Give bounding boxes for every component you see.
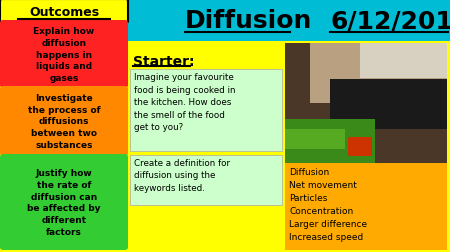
Text: 6/12/2016: 6/12/2016: [330, 9, 450, 33]
Text: Explain how
diffusion
happens in
liquids and
gases: Explain how diffusion happens in liquids…: [33, 27, 94, 83]
Text: Create a definition for
diffusion using the
keywords listed.: Create a definition for diffusion using …: [134, 158, 230, 192]
FancyBboxPatch shape: [285, 44, 447, 163]
Text: Imagine your favourite
food is being cooked in
the kitchen. How does
the smell o: Imagine your favourite food is being coo…: [134, 73, 235, 132]
FancyBboxPatch shape: [128, 0, 450, 42]
FancyBboxPatch shape: [130, 70, 282, 151]
FancyBboxPatch shape: [285, 119, 375, 163]
Text: Particles: Particles: [289, 193, 328, 202]
Text: Investigate
the process of
diffusions
between two
substances: Investigate the process of diffusions be…: [28, 93, 100, 149]
Text: Concentration: Concentration: [289, 206, 353, 215]
FancyBboxPatch shape: [348, 137, 372, 156]
FancyBboxPatch shape: [360, 44, 447, 79]
FancyBboxPatch shape: [285, 163, 447, 250]
Text: Outcomes: Outcomes: [29, 6, 99, 18]
Text: Diffusion: Diffusion: [185, 9, 312, 33]
Text: Larger difference: Larger difference: [289, 219, 367, 228]
FancyBboxPatch shape: [0, 87, 128, 156]
FancyBboxPatch shape: [0, 154, 128, 250]
Text: Starter:: Starter:: [133, 55, 194, 69]
Text: Increased speed: Increased speed: [289, 232, 363, 241]
Text: Diffusion: Diffusion: [289, 167, 329, 176]
FancyBboxPatch shape: [130, 155, 282, 205]
Text: Net movement: Net movement: [289, 180, 357, 189]
Text: Justify how
the rate of
diffusion can
be affected by
different
factors: Justify how the rate of diffusion can be…: [27, 168, 101, 236]
FancyBboxPatch shape: [310, 44, 447, 104]
FancyBboxPatch shape: [0, 21, 128, 89]
FancyBboxPatch shape: [330, 80, 447, 130]
FancyBboxPatch shape: [0, 0, 128, 24]
FancyBboxPatch shape: [285, 130, 345, 149]
